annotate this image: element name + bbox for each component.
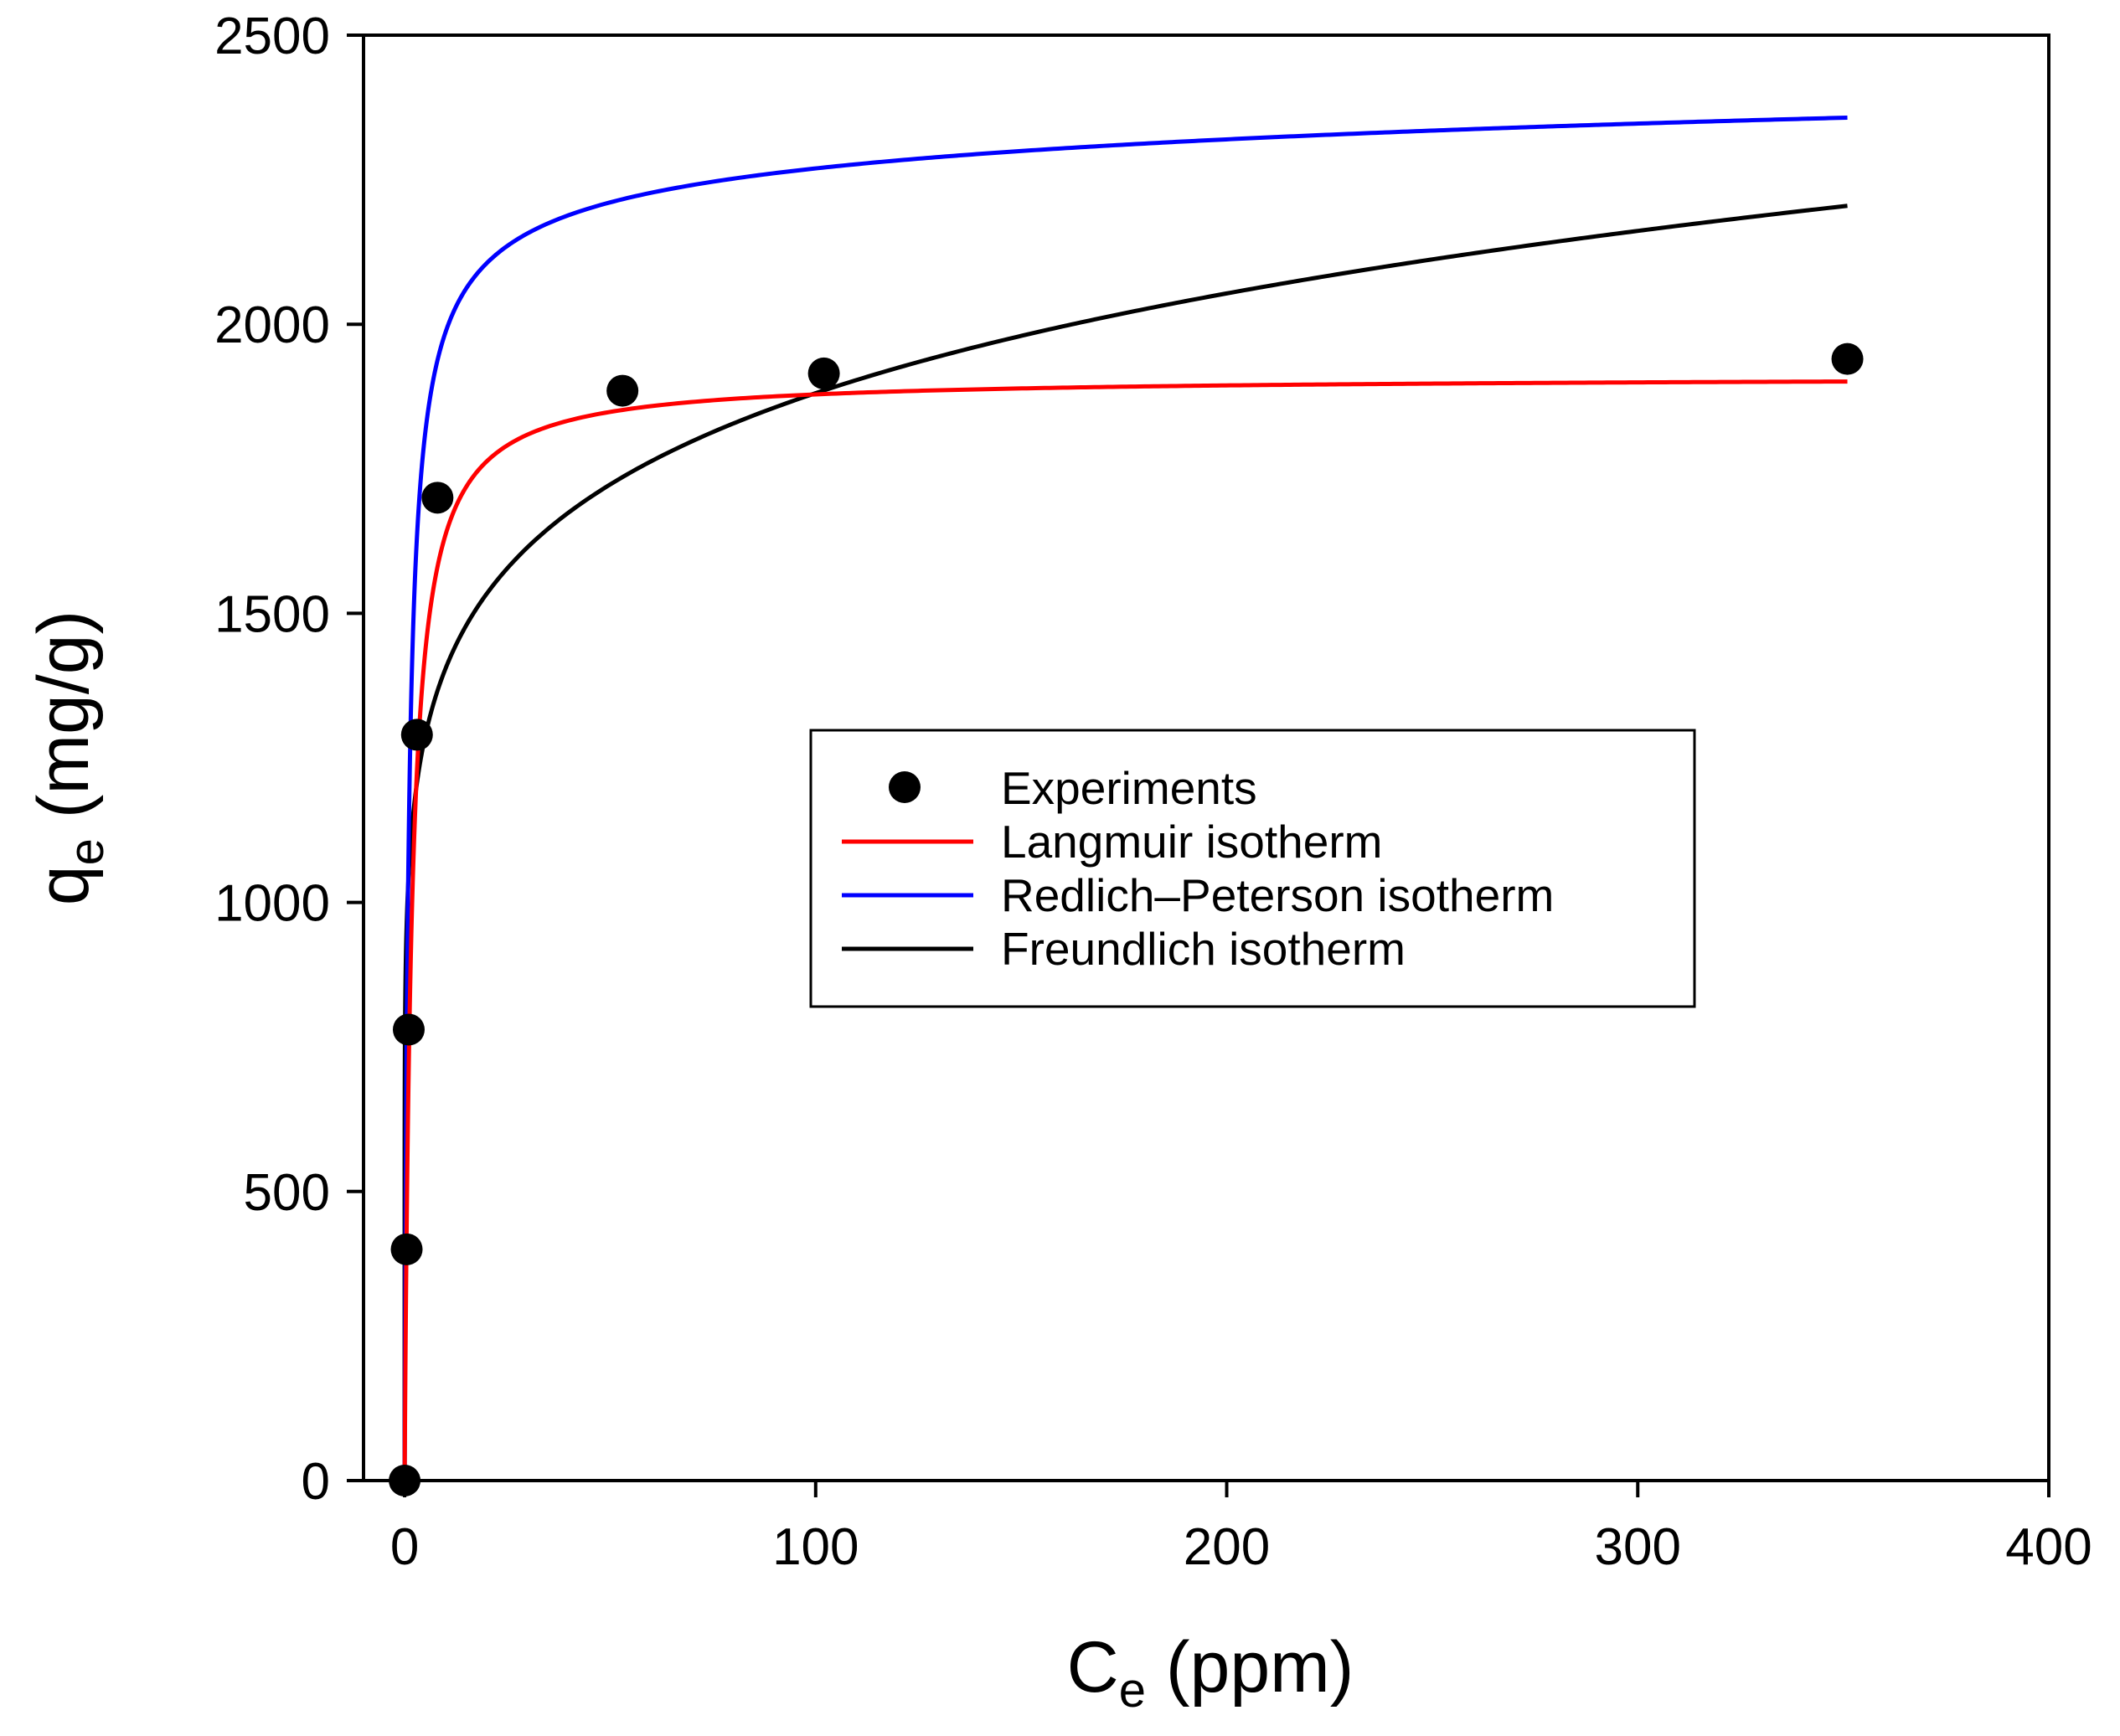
legend-label-redlich-peterson: Redlich–Peterson isotherm (1001, 869, 1554, 921)
x-axis-title-main: C (1067, 1627, 1119, 1708)
y-axis-title: qe (mg/g) (23, 610, 114, 905)
legend: Experiments Langmuir isotherm Redlich–Pe… (809, 729, 1696, 1008)
y-tick-label: 1000 (214, 875, 330, 933)
experiment-points (389, 343, 1864, 1496)
x-axis-title-sub: e (1119, 1663, 1146, 1718)
y-axis-title-sub: e (59, 838, 114, 865)
legend-box (809, 729, 1696, 1008)
y-tick-label: 2500 (214, 8, 330, 65)
y-tick-label: 2000 (214, 296, 330, 354)
curve-redlich-peterson (402, 115, 1848, 1483)
y-tick-label: 0 (302, 1453, 330, 1511)
x-tick-label: 300 (1595, 1518, 1681, 1576)
x-axis-title-unit: (ppm) (1146, 1627, 1354, 1708)
experiment-point (606, 374, 639, 407)
experiment-point (390, 1233, 423, 1265)
x-tick-label: 0 (390, 1518, 419, 1576)
experiment-point (1831, 343, 1864, 375)
y-axis-title-unit: (mg/g) (23, 610, 104, 838)
legend-label-experiments: Experiments (1001, 762, 1257, 814)
fit-curves (402, 115, 1848, 1483)
x-axis: 0 100 200 300 400 (390, 1481, 2092, 1576)
x-tick-label: 200 (1184, 1518, 1270, 1576)
legend-marker-experiments (889, 771, 921, 803)
experiment-point (807, 357, 840, 389)
y-axis: 0 500 1000 1500 2000 2500 (214, 8, 364, 1511)
experiment-point (421, 482, 454, 514)
legend-label-langmuir: Langmuir isotherm (1001, 816, 1382, 868)
experiment-point (392, 1013, 425, 1046)
x-tick-label: 400 (2005, 1518, 2092, 1576)
y-tick-label: 1500 (214, 585, 330, 643)
y-axis-title-main: q (23, 865, 104, 905)
curve-langmuir (402, 379, 1848, 1483)
experiment-point (400, 719, 433, 751)
x-axis-title: Ce (ppm) (1067, 1627, 1354, 1718)
plot-frame (362, 33, 2050, 1482)
y-tick-label: 500 (244, 1164, 330, 1222)
legend-label-freundlich: Freundlich isotherm (1001, 923, 1406, 975)
experiment-point (389, 1465, 421, 1496)
x-tick-label: 100 (772, 1518, 859, 1576)
